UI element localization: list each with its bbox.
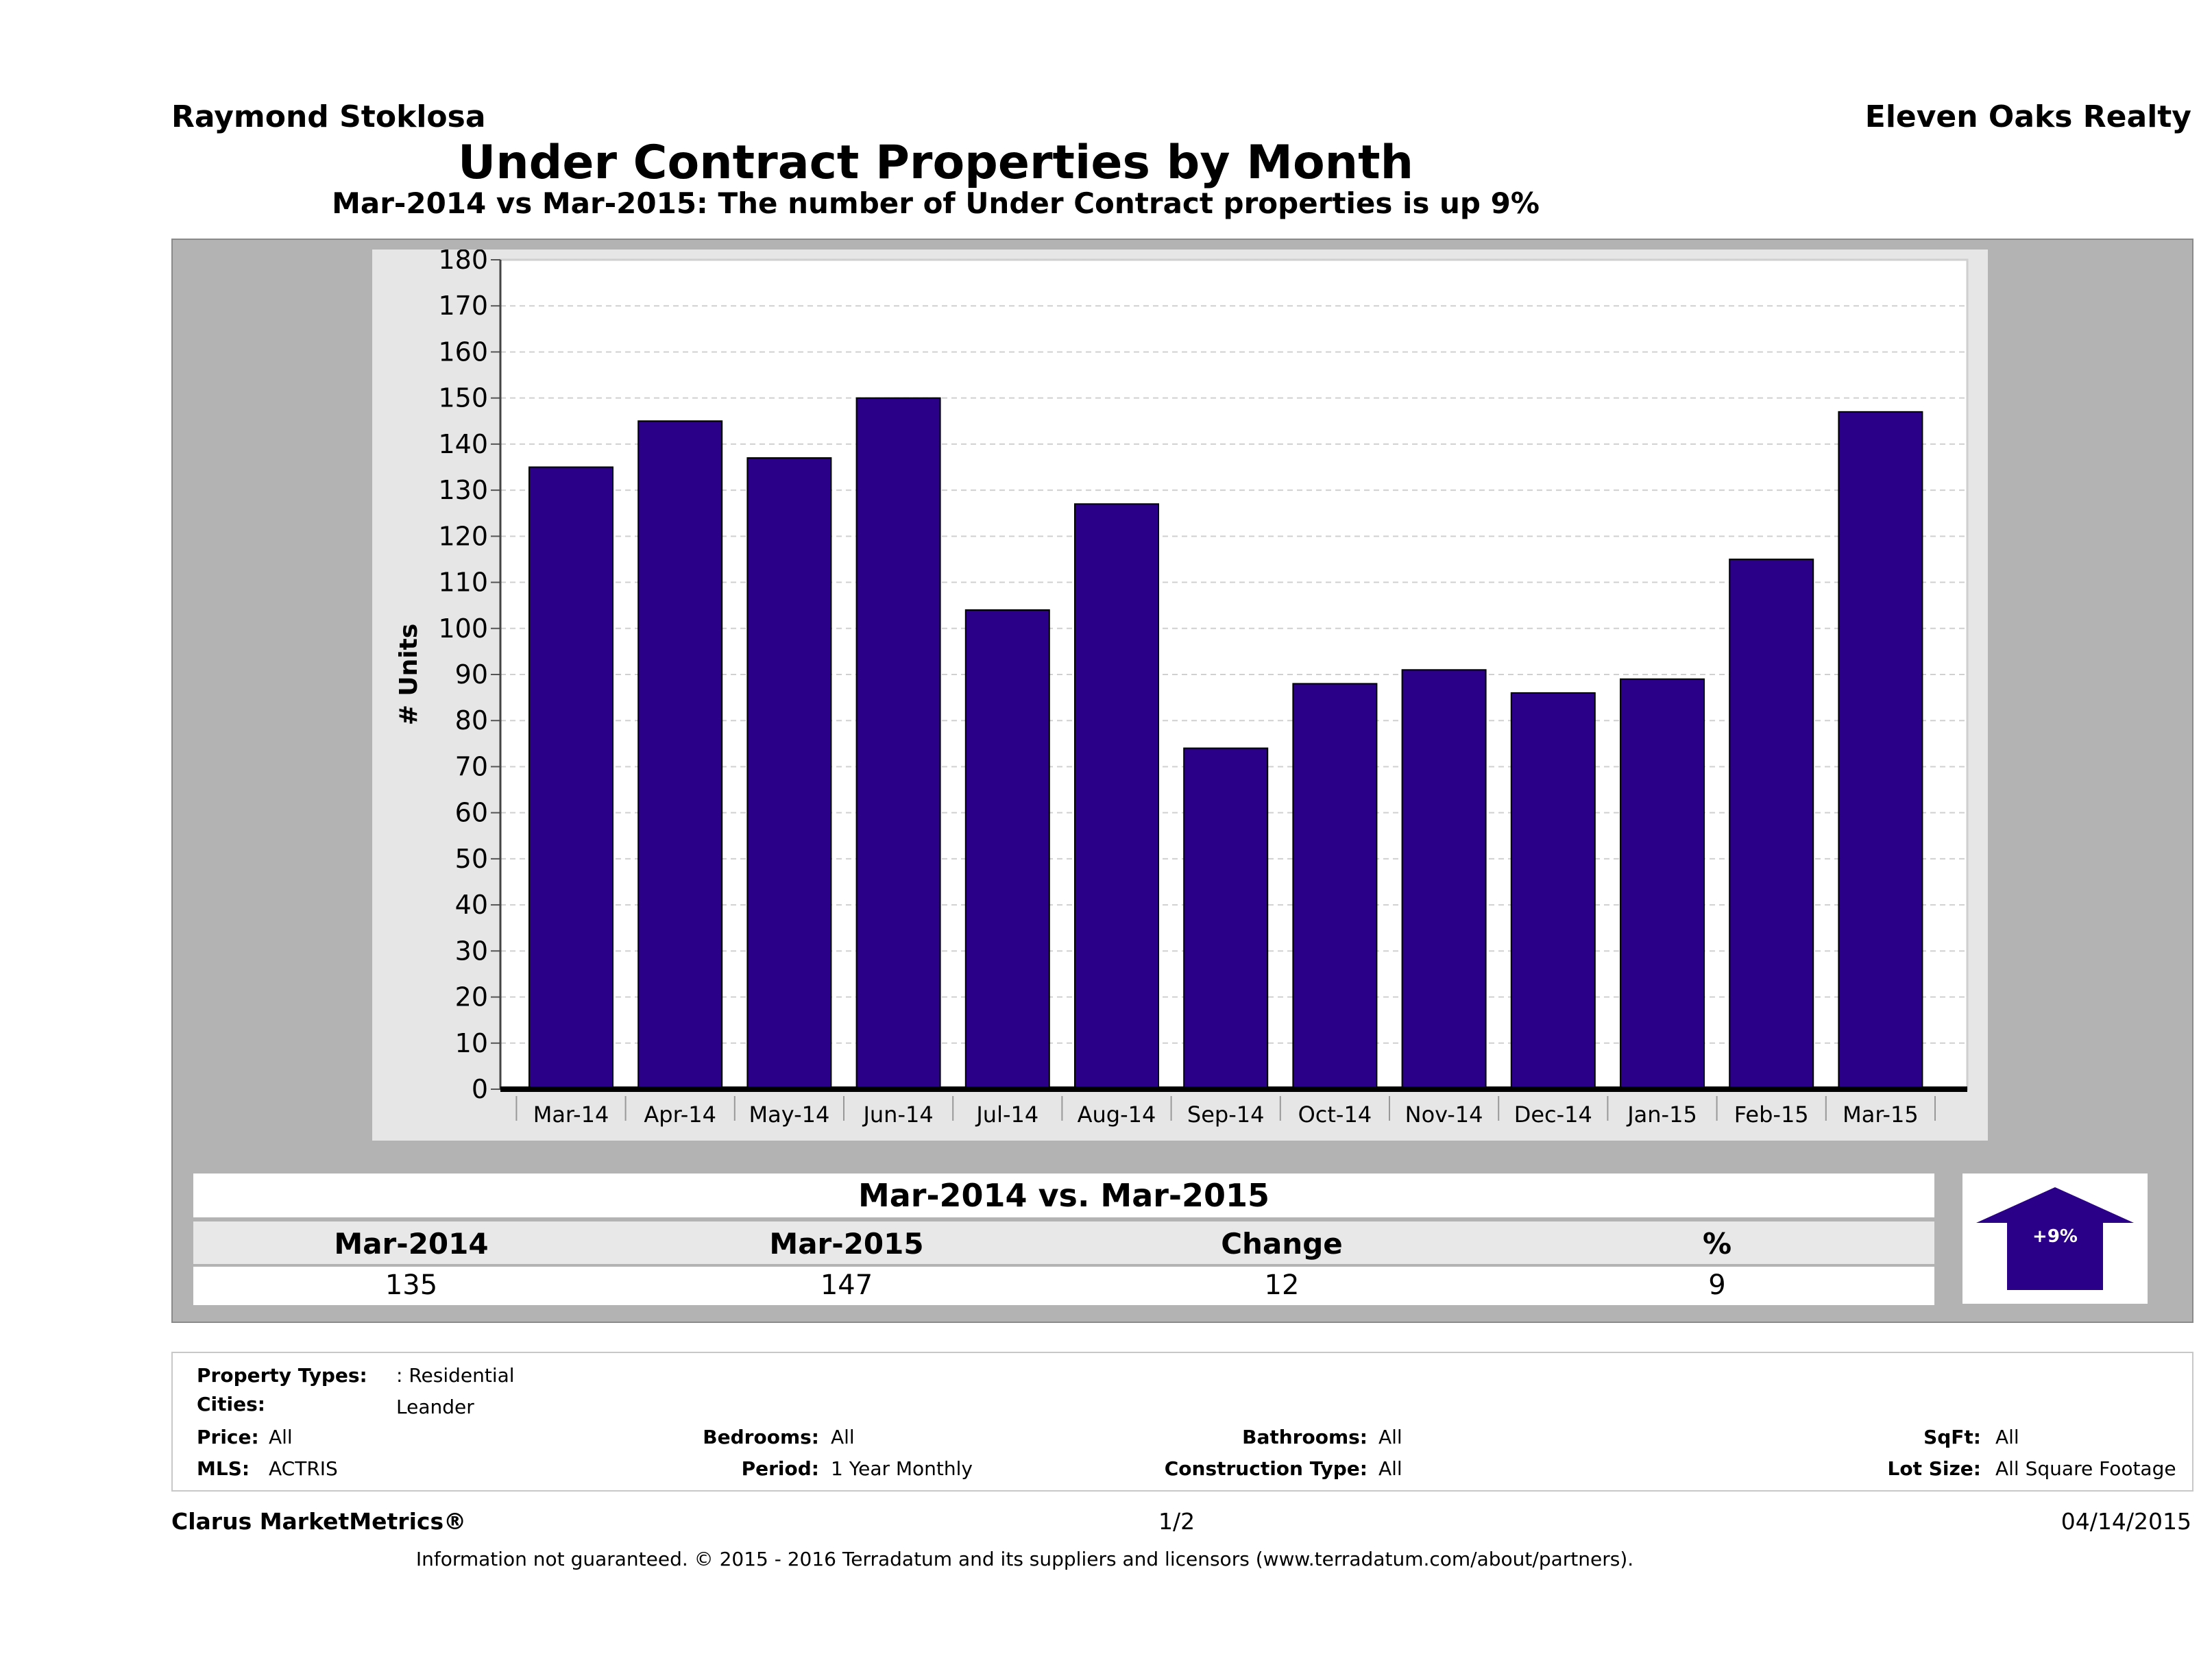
y-tick-label: 60 bbox=[455, 798, 488, 828]
x-tick-label: Feb-15 bbox=[1734, 1102, 1809, 1128]
change-badge-label: +9% bbox=[2032, 1226, 2078, 1247]
price-label: Price: bbox=[197, 1426, 259, 1448]
x-tick-label: Nov-14 bbox=[1405, 1102, 1483, 1128]
bathrooms-value: All bbox=[1378, 1426, 1402, 1448]
criteria-box bbox=[171, 1352, 2193, 1492]
y-tick-label: 80 bbox=[455, 705, 488, 735]
construction-type-value: All bbox=[1378, 1457, 1402, 1480]
y-axis-label: # Units bbox=[395, 624, 423, 726]
mls-label: MLS: bbox=[197, 1457, 250, 1480]
x-tick-label: Oct-14 bbox=[1298, 1102, 1372, 1128]
x-tick-label: Mar-14 bbox=[533, 1102, 609, 1128]
summary-value-change: 12 bbox=[1264, 1269, 1300, 1301]
summary-header-change: Change bbox=[1221, 1227, 1343, 1261]
product-name: Clarus MarketMetrics® bbox=[171, 1508, 467, 1535]
y-tick-label: 10 bbox=[455, 1028, 488, 1058]
x-tick-label: Jan-15 bbox=[1626, 1102, 1697, 1128]
summary-value-start: 135 bbox=[385, 1269, 438, 1301]
sqft-value: All bbox=[1995, 1426, 2019, 1448]
brokerage-name: Eleven Oaks Realty bbox=[1864, 99, 2191, 134]
price-value: All bbox=[269, 1426, 293, 1448]
property-types-value: : Residential bbox=[396, 1364, 515, 1387]
bar bbox=[637, 420, 723, 1090]
sqft-label: SqFt: bbox=[1923, 1426, 1981, 1448]
summary-value-end: 147 bbox=[820, 1269, 873, 1301]
up-arrow-icon: +9% bbox=[1976, 1187, 2134, 1290]
y-tick-label: 50 bbox=[455, 844, 488, 874]
bar bbox=[1401, 669, 1487, 1090]
bedrooms-value: All bbox=[831, 1426, 855, 1448]
summary-header-end: Mar-2015 bbox=[769, 1227, 924, 1261]
y-tick-label: 0 bbox=[472, 1074, 488, 1104]
y-tick-label: 160 bbox=[438, 337, 488, 367]
x-tick-label: Jul-14 bbox=[975, 1102, 1038, 1128]
disclaimer: Information not guaranteed. © 2015 - 201… bbox=[415, 1548, 1634, 1570]
report-date: 04/14/2015 bbox=[2061, 1508, 2191, 1535]
bathrooms-label: Bathrooms: bbox=[1242, 1426, 1368, 1448]
bar bbox=[1183, 747, 1269, 1090]
cities-value: Leander bbox=[396, 1396, 474, 1418]
y-tick-label: 150 bbox=[438, 383, 488, 413]
y-tick-label: 140 bbox=[438, 429, 488, 459]
x-tick-label: Aug-14 bbox=[1078, 1102, 1156, 1128]
summary-value-percent: 9 bbox=[1708, 1269, 1726, 1301]
lot-size-label: Lot Size: bbox=[1887, 1457, 1981, 1480]
y-tick-label: 110 bbox=[438, 568, 488, 598]
chart-subtitle: Mar-2014 vs Mar-2015: The number of Unde… bbox=[332, 186, 1540, 220]
mls-value: ACTRIS bbox=[269, 1457, 338, 1480]
bar-chart: 0 10 20 30 40 50 60 70 80 90 100 110 120 130 140 150 160… bbox=[395, 250, 1969, 1128]
property-types-label: Property Types: bbox=[197, 1364, 367, 1387]
x-tick-label: Sep-14 bbox=[1187, 1102, 1265, 1128]
bedrooms-label: Bedrooms: bbox=[703, 1426, 819, 1448]
bar bbox=[855, 397, 941, 1090]
x-tick-label: Dec-14 bbox=[1514, 1102, 1592, 1128]
x-tick-label: May-14 bbox=[749, 1102, 829, 1128]
y-tick-label: 90 bbox=[455, 659, 488, 690]
cities-label: Cities: bbox=[197, 1393, 265, 1415]
construction-type-label: Construction Type: bbox=[1164, 1457, 1368, 1480]
bar bbox=[528, 466, 613, 1090]
period-label: Period: bbox=[741, 1457, 819, 1480]
lot-size-value: All Square Footage bbox=[1995, 1457, 2176, 1480]
bar bbox=[1620, 678, 1705, 1090]
y-tick-label: 180 bbox=[438, 250, 488, 275]
summary-value-row bbox=[193, 1267, 1934, 1305]
y-tick-label: 100 bbox=[438, 613, 488, 644]
up-arrow-shape bbox=[1976, 1187, 2134, 1290]
y-tick-label: 170 bbox=[438, 291, 488, 321]
y-tick-label: 130 bbox=[438, 475, 488, 505]
agent-name: Raymond Stoklosa bbox=[171, 99, 486, 134]
y-tick-label: 20 bbox=[455, 982, 488, 1012]
x-tick-label: Mar-15 bbox=[1843, 1102, 1919, 1128]
summary-title: Mar-2014 vs. Mar-2015 bbox=[193, 1174, 1934, 1217]
page-number: 1/2 bbox=[1158, 1508, 1195, 1535]
bar bbox=[746, 457, 832, 1090]
x-tick-label: Apr-14 bbox=[644, 1102, 716, 1128]
bar bbox=[1292, 683, 1378, 1090]
x-tick-label: Jun-14 bbox=[862, 1102, 933, 1128]
summary-header-row bbox=[193, 1221, 1934, 1264]
summary-header-start: Mar-2014 bbox=[334, 1227, 489, 1261]
y-tick-label: 30 bbox=[455, 936, 488, 966]
summary-header-percent: % bbox=[1702, 1227, 1732, 1261]
bar bbox=[1510, 692, 1596, 1090]
bar bbox=[964, 609, 1050, 1090]
y-tick-label: 120 bbox=[438, 521, 488, 551]
bar bbox=[1838, 411, 1923, 1091]
period-value: 1 Year Monthly bbox=[831, 1457, 973, 1480]
chart-title: Under Contract Properties by Month bbox=[458, 136, 1413, 190]
y-tick-label: 40 bbox=[455, 890, 488, 920]
bar bbox=[1729, 558, 1814, 1090]
bar bbox=[1074, 503, 1159, 1090]
y-tick-label: 70 bbox=[455, 751, 488, 781]
